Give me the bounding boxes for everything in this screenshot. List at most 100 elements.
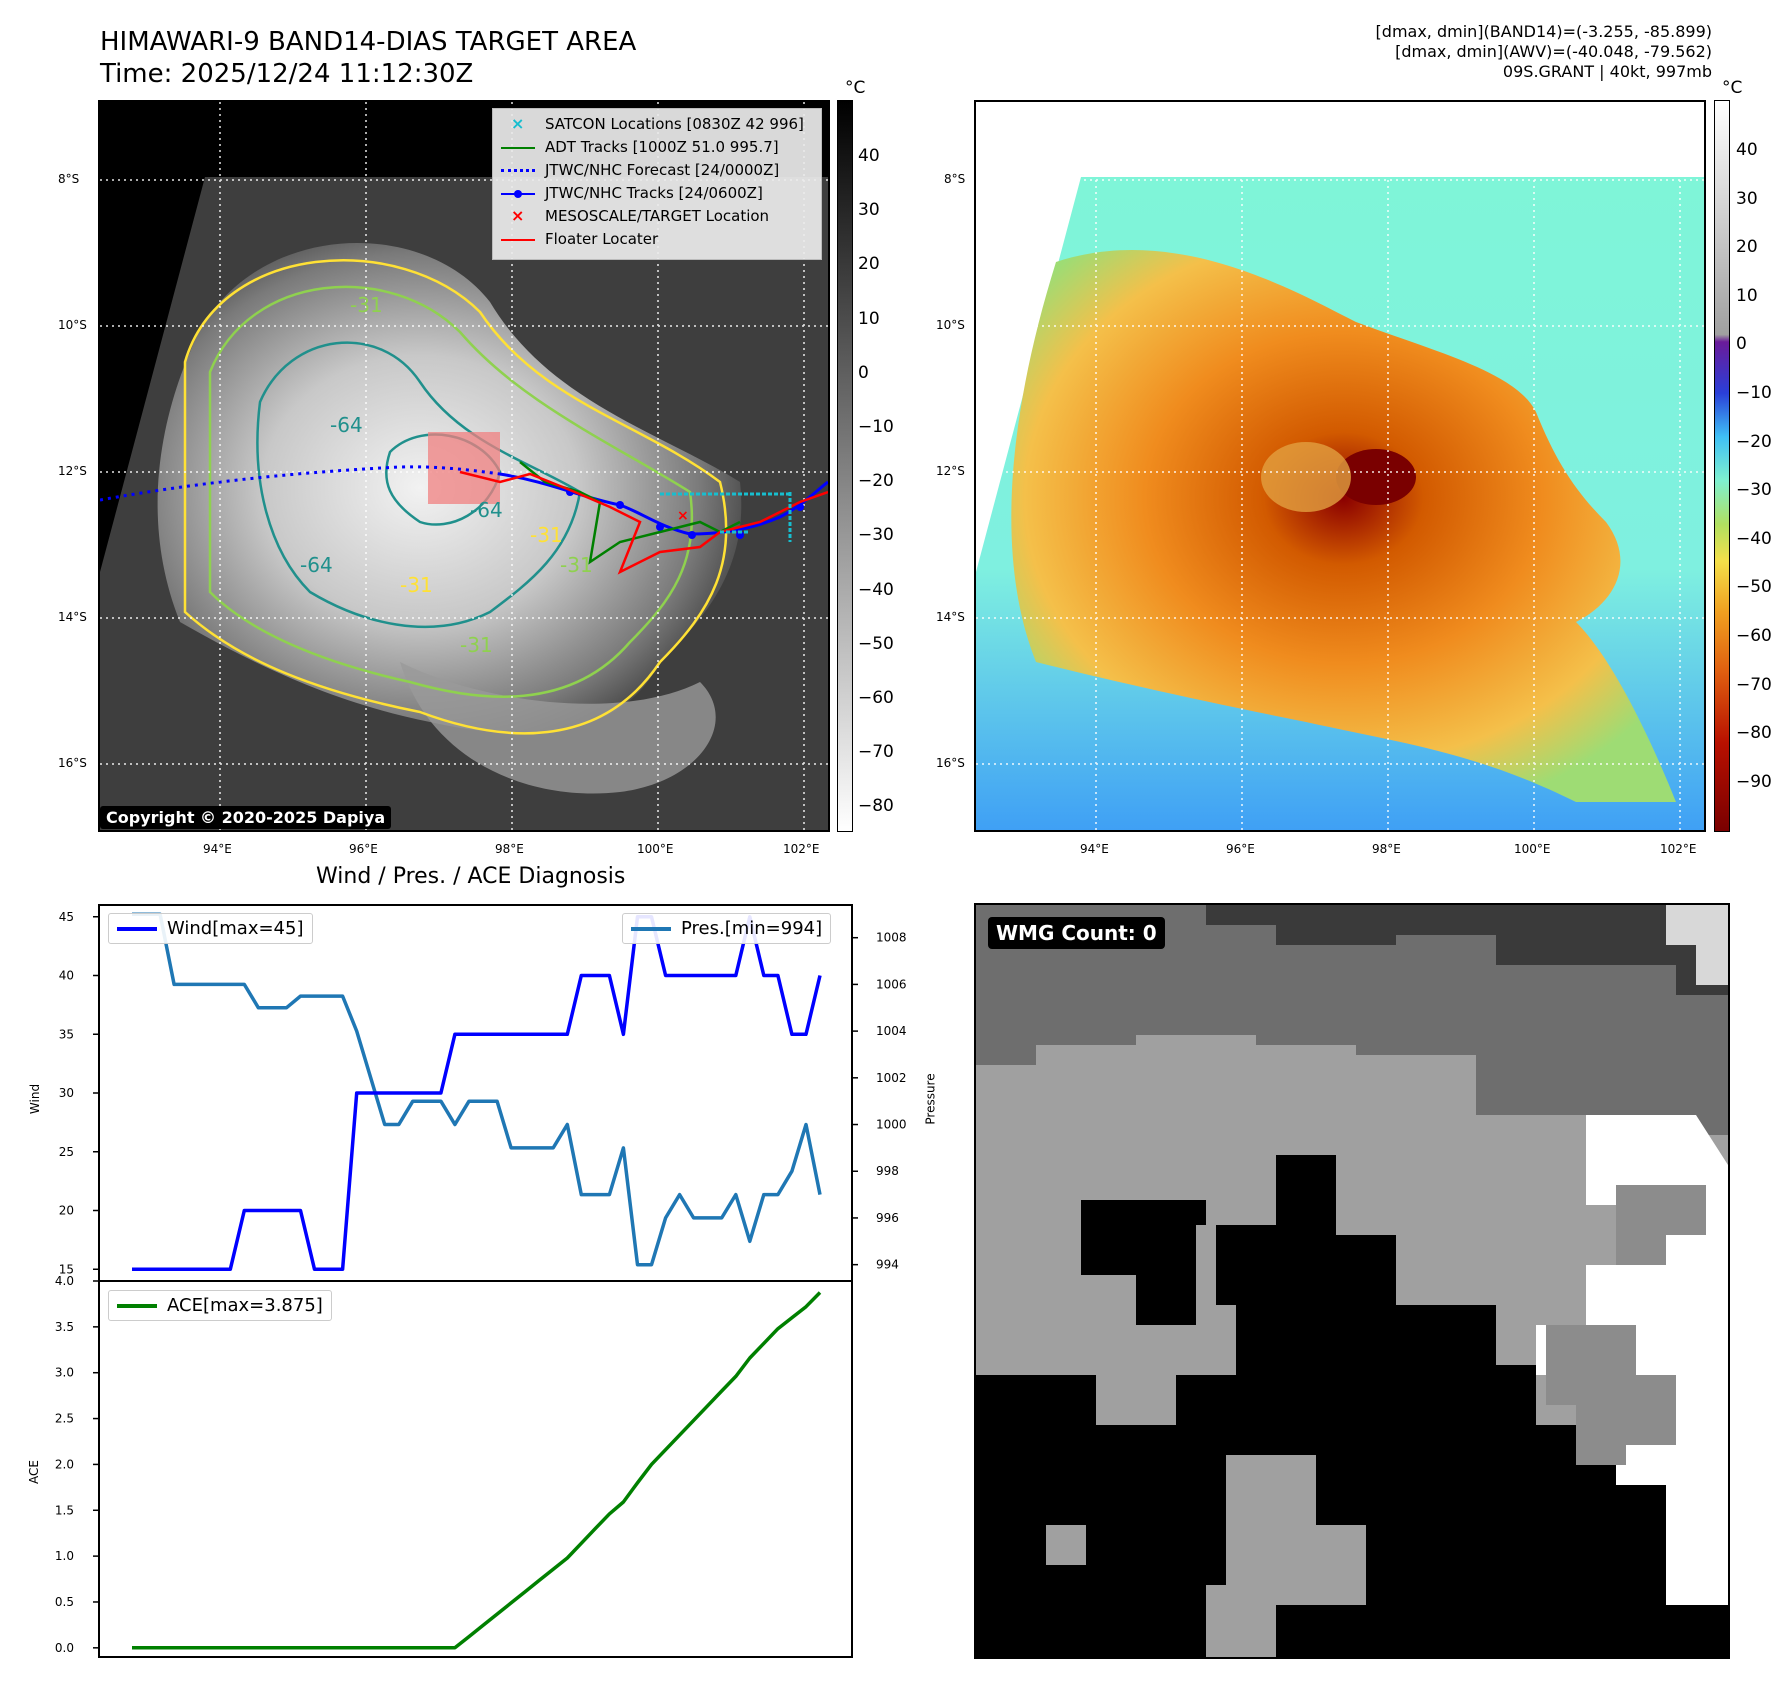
lat-label: 10°S [58, 318, 87, 332]
lon-label: 102°E [783, 842, 820, 856]
wind-tick-label: 45 [59, 910, 74, 924]
contour-label: -31 [560, 553, 593, 577]
lon-label: 94°E [203, 842, 232, 856]
wind-tick-label: 25 [59, 1145, 74, 1159]
wind-tick-label: 35 [59, 1027, 74, 1041]
color-colorbar-tick: −40 [1736, 528, 1772, 549]
stats-header: [dmax, dmin](BAND14)=(-3.255, -85.899) [… [1376, 22, 1712, 82]
copyright-badge: Copyright © 2020-2025 Dapiya [100, 806, 392, 829]
lon-label: 100°E [637, 842, 674, 856]
gray-colorbar-tick: −10 [858, 417, 894, 437]
color-colorbar-tick: −10 [1736, 383, 1772, 403]
wind-tick-label: 40 [59, 969, 74, 983]
gray-colorbar-tick: −30 [858, 525, 894, 546]
pressure-tick-label: 1008 [876, 931, 907, 945]
color-colorbar-tick: −60 [1736, 626, 1772, 646]
wmg-map [976, 905, 1728, 1657]
contour-label: -31 [530, 523, 563, 547]
svg-text:×: × [677, 508, 689, 524]
color-colorbar-tick: −90 [1736, 771, 1772, 792]
title-line-2: Time: 2025/12/24 11:12:30Z [100, 59, 474, 89]
wmg-count-badge: WMG Count: 0 [988, 917, 1165, 949]
color-colorbar [1714, 100, 1730, 832]
color-colorbar-tick: 0 [1736, 334, 1747, 355]
legend-swatch [117, 1303, 157, 1308]
contour-label: -31 [350, 293, 383, 317]
color-colorbar-tick: −30 [1736, 480, 1772, 501]
line-icon [501, 136, 535, 159]
gray-colorbar-tick: 10 [858, 308, 880, 329]
pressure-tick-label: 1002 [876, 1071, 907, 1085]
pressure-tick-label: 994 [876, 1258, 899, 1272]
gray-colorbar-tick: −20 [858, 471, 894, 492]
contour-label: -64 [470, 498, 503, 522]
pressure-tick-label: 1004 [876, 1024, 907, 1038]
line-dot-icon [501, 182, 535, 205]
contour-teal [256, 341, 582, 629]
contour-label: -64 [330, 413, 363, 437]
lat-label: 16°S [58, 756, 87, 770]
ace-legend: ACE[max=3.875] [108, 1290, 332, 1321]
wmg-panel: WMG Count: 0 [974, 903, 1730, 1659]
lat-label: 16°S [936, 756, 965, 770]
ace-tick-label: 1.0 [55, 1549, 74, 1563]
color-colorbar-tick: 40 [1736, 140, 1758, 160]
gray-colorbar-tick: 20 [858, 254, 880, 275]
contour-yellow [183, 259, 728, 735]
ace-tick-label: 0.0 [55, 1641, 74, 1655]
color-colorbar-unit: °C [1722, 78, 1743, 98]
wind-series-line [132, 915, 822, 1272]
gray-colorbar-tick: −70 [858, 742, 894, 763]
legend-swatch [117, 926, 157, 931]
lon-label: 102°E [1660, 842, 1697, 856]
legend-item-forecast: JTWC/NHC Forecast [24/0000Z] [501, 159, 813, 182]
ace-tick-label: 4.0 [55, 1274, 74, 1288]
gray-colorbar-tick: −80 [858, 796, 894, 817]
gray-colorbar-tick: 0 [858, 362, 869, 383]
eye-region [1336, 449, 1416, 505]
legend-item-target: × MESOSCALE/TARGET Location [501, 205, 813, 228]
diagnosis-chart: 45 40 35 30 25 20 15 1008 1006 1004 1002 1000 998 996… [55, 904, 907, 1658]
lat-label: 14°S [58, 610, 87, 624]
gray-colorbar [837, 100, 853, 832]
band14-map: × -31 -31 -31 -31 -31 -64 -64 -64 [100, 102, 828, 830]
lon-label: 96°E [349, 842, 378, 856]
ace-plot-frame [98, 1280, 853, 1658]
lat-label: 14°S [936, 610, 965, 624]
lat-label: 12°S [58, 464, 87, 478]
wind-legend: Wind[max=45] [108, 913, 313, 944]
legend-item-adt: ADT Tracks [1000Z 51.0 995.7] [501, 136, 813, 159]
ace-tick-label: 3.5 [55, 1320, 74, 1334]
ace-tick-label: 2.5 [55, 1412, 74, 1426]
title-line-1: HIMAWARI-9 BAND14-DIAS TARGET AREA [100, 27, 637, 57]
gray-colorbar-tick: −60 [858, 688, 894, 708]
pressure-series-line [132, 912, 822, 1267]
gray-colorbar-tick: 40 [858, 146, 880, 166]
band14-range: [dmax, dmin](BAND14)=(-3.255, -85.899) [1375, 22, 1712, 41]
color-colorbar-tick: −70 [1736, 674, 1772, 695]
gray-colorbar-tick: −50 [858, 633, 894, 654]
legend-item-floater: Floater Locater [501, 228, 813, 251]
wind-tick-label: 20 [59, 1204, 74, 1218]
storm-info: 09S.GRANT | 40kt, 997mb [1502, 62, 1712, 81]
contour-label: -31 [400, 573, 433, 597]
lat-label: 8°S [58, 172, 80, 186]
lat-label: 12°S [936, 464, 965, 478]
line-icon [501, 228, 535, 251]
diagnosis-title: Wind / Pres. / ACE Diagnosis [316, 864, 626, 889]
page-title: HIMAWARI-9 BAND14-DIAS TARGET AREA Time:… [100, 26, 636, 90]
color-colorbar-tick: 30 [1736, 188, 1758, 209]
gray-colorbar-unit: °C [845, 78, 866, 98]
awv-range: [dmax, dmin](AWV)=(-40.048, -79.562) [1395, 42, 1712, 61]
color-colorbar-tick: 20 [1736, 237, 1758, 258]
lon-label: 100°E [1514, 842, 1551, 856]
ace-tick-label: 3.0 [55, 1366, 74, 1380]
color-colorbar-tick: 10 [1736, 285, 1758, 306]
pressure-tick-label: 1006 [876, 977, 907, 991]
contour-label: -31 [460, 633, 493, 657]
dotted-line-icon [501, 159, 535, 182]
lon-label: 94°E [1080, 842, 1109, 856]
floater-box [428, 432, 500, 504]
ace-series-line [132, 1291, 822, 1650]
lon-label: 98°E [495, 842, 524, 856]
